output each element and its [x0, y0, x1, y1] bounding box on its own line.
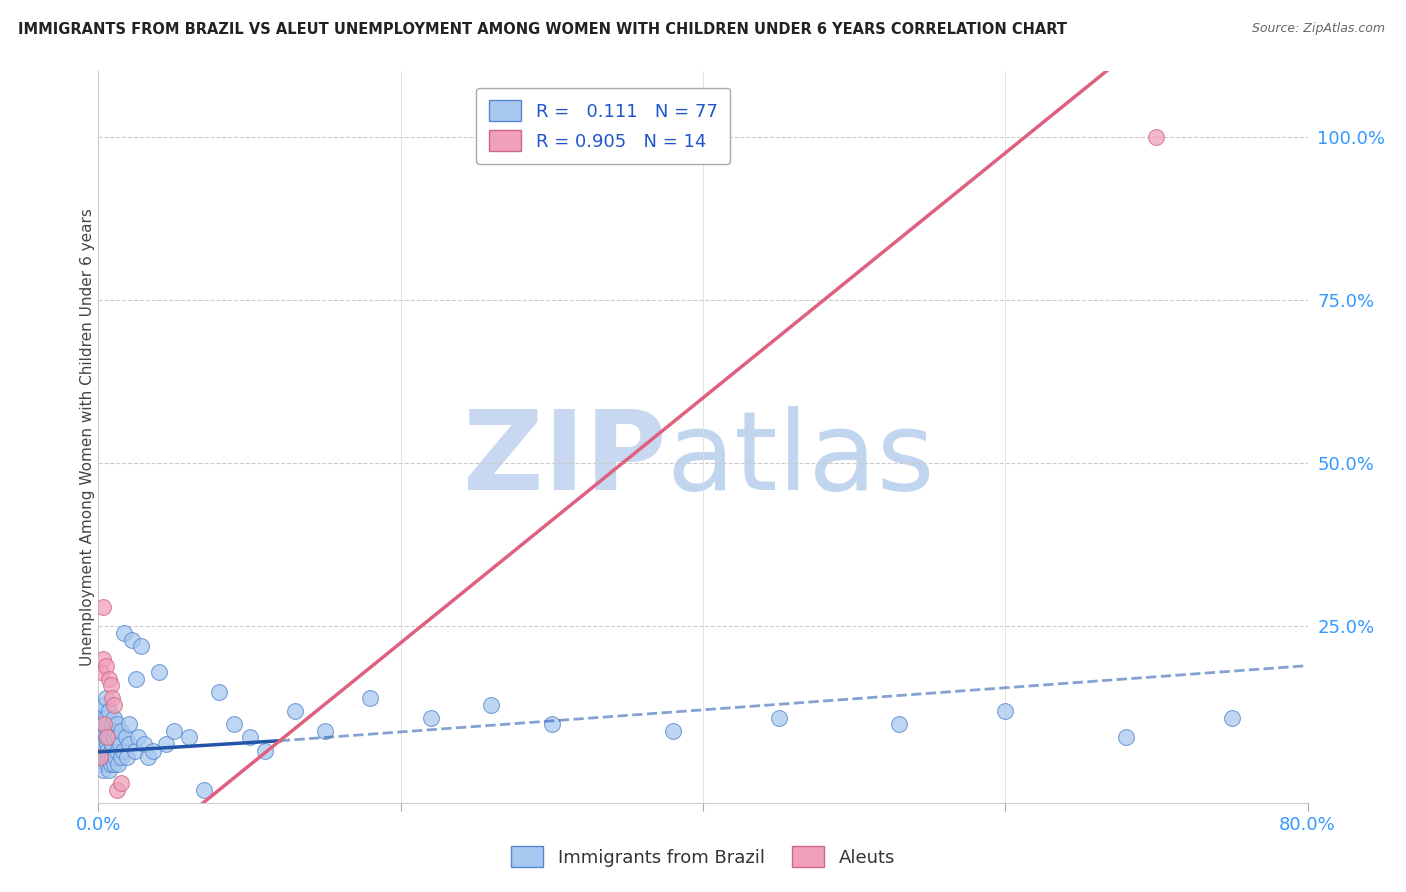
Point	[94, 731, 117, 745]
Point	[94, 691, 117, 706]
Point	[98, 750, 121, 764]
Point	[163, 723, 186, 738]
Point	[101, 717, 124, 731]
Point	[111, 743, 134, 757]
Point	[93, 717, 115, 731]
Point	[100, 723, 122, 738]
Point	[89, 756, 111, 771]
Point	[114, 731, 136, 745]
Point	[108, 737, 131, 751]
Point	[90, 705, 112, 719]
Point	[89, 737, 111, 751]
Point	[1220, 711, 1243, 725]
Point	[91, 731, 114, 745]
Point	[994, 705, 1017, 719]
Point	[101, 691, 124, 706]
Point	[124, 743, 146, 757]
Point	[94, 711, 117, 725]
Point	[93, 737, 115, 751]
Point	[100, 756, 122, 771]
Point	[103, 711, 125, 725]
Point	[239, 731, 262, 745]
Point	[112, 626, 135, 640]
Point	[253, 743, 276, 757]
Point	[110, 750, 132, 764]
Point	[98, 705, 121, 719]
Point	[91, 599, 114, 614]
Point	[314, 723, 336, 738]
Point	[93, 717, 115, 731]
Point	[105, 743, 128, 757]
Text: Source: ZipAtlas.com: Source: ZipAtlas.com	[1251, 22, 1385, 36]
Point	[103, 756, 125, 771]
Point	[104, 723, 127, 738]
Point	[193, 782, 215, 797]
Point	[96, 743, 118, 757]
Point	[420, 711, 443, 725]
Point	[110, 776, 132, 790]
Point	[129, 639, 152, 653]
Point	[94, 750, 117, 764]
Point	[93, 698, 115, 712]
Point	[91, 763, 114, 777]
Point	[105, 717, 128, 731]
Point	[284, 705, 307, 719]
Point	[127, 731, 149, 745]
Point	[224, 717, 246, 731]
Point	[148, 665, 170, 680]
Point	[121, 632, 143, 647]
Point	[118, 717, 141, 731]
Point	[155, 737, 177, 751]
Point	[125, 672, 148, 686]
Point	[96, 717, 118, 731]
Point	[103, 731, 125, 745]
Point	[1115, 731, 1137, 745]
Point	[768, 711, 790, 725]
Point	[89, 750, 111, 764]
Text: IMMIGRANTS FROM BRAZIL VS ALEUT UNEMPLOYMENT AMONG WOMEN WITH CHILDREN UNDER 6 Y: IMMIGRANTS FROM BRAZIL VS ALEUT UNEMPLOY…	[18, 22, 1067, 37]
Point	[98, 763, 121, 777]
Point	[889, 717, 911, 731]
Point	[91, 652, 114, 666]
Point	[110, 723, 132, 738]
Point	[90, 750, 112, 764]
Point	[661, 723, 683, 738]
Point	[101, 737, 124, 751]
Point	[360, 691, 382, 706]
Point	[98, 731, 121, 745]
Point	[100, 678, 122, 692]
Point	[103, 698, 125, 712]
Point	[91, 743, 114, 757]
Point	[91, 711, 114, 725]
Point	[94, 658, 117, 673]
Point	[107, 731, 129, 745]
Point	[115, 750, 138, 764]
Point	[136, 750, 159, 764]
Point	[96, 737, 118, 751]
Point	[98, 672, 121, 686]
Point	[104, 750, 127, 764]
Point	[142, 743, 165, 757]
Point	[481, 698, 503, 712]
Point	[179, 731, 201, 745]
Point	[1144, 129, 1167, 144]
Point	[118, 737, 141, 751]
Point	[96, 756, 118, 771]
Y-axis label: Unemployment Among Women with Children Under 6 years: Unemployment Among Women with Children U…	[80, 208, 94, 666]
Legend: Immigrants from Brazil, Aleuts: Immigrants from Brazil, Aleuts	[503, 839, 903, 874]
Point	[208, 685, 231, 699]
Point	[101, 750, 124, 764]
Point	[107, 756, 129, 771]
Point	[540, 717, 562, 731]
Point	[90, 723, 112, 738]
Point	[100, 743, 122, 757]
Point	[132, 737, 155, 751]
Point	[105, 782, 128, 797]
Point	[96, 731, 118, 745]
Point	[90, 665, 112, 680]
Text: ZIP: ZIP	[464, 406, 666, 513]
Text: atlas: atlas	[666, 406, 935, 513]
